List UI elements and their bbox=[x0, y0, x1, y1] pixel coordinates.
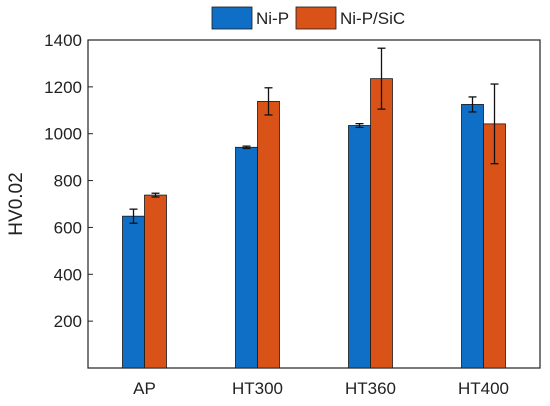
y-tick-label: 1000 bbox=[44, 125, 82, 144]
x-tick-label: HT300 bbox=[232, 379, 283, 398]
x-tick-label: AP bbox=[133, 379, 156, 398]
plot-frame bbox=[87, 39, 541, 369]
legend-label: Ni-P/SiC bbox=[340, 9, 405, 28]
y-tick-label: 400 bbox=[54, 265, 82, 284]
y-tick-label: 200 bbox=[54, 312, 82, 331]
y-axis: 200 400 600 800 1000 1200 1400 bbox=[44, 31, 93, 331]
legend: Ni-P Ni-P/SiC bbox=[211, 6, 405, 30]
y-tick-label: 1400 bbox=[44, 31, 82, 50]
legend-swatch bbox=[295, 6, 337, 30]
legend-label: Ni-P bbox=[256, 9, 289, 28]
y-tick-label: 1200 bbox=[44, 78, 82, 97]
bar bbox=[461, 104, 484, 369]
legend-swatch bbox=[211, 6, 253, 30]
x-tick-label: HT360 bbox=[345, 379, 396, 398]
x-tick-label: HT400 bbox=[458, 379, 509, 398]
bar bbox=[348, 125, 371, 369]
bar bbox=[235, 146, 258, 369]
y-tick-label: 800 bbox=[54, 172, 82, 191]
error-bars-layer bbox=[129, 47, 499, 224]
x-axis: AP HT300 HT360 HT400 bbox=[133, 363, 509, 398]
bars-layer bbox=[122, 78, 506, 369]
bar bbox=[257, 100, 280, 369]
bar bbox=[122, 215, 145, 369]
y-tick-label: 600 bbox=[54, 218, 82, 237]
bar bbox=[370, 78, 393, 369]
bar bbox=[144, 194, 167, 369]
y-axis-label: HV0.02 bbox=[6, 172, 27, 235]
